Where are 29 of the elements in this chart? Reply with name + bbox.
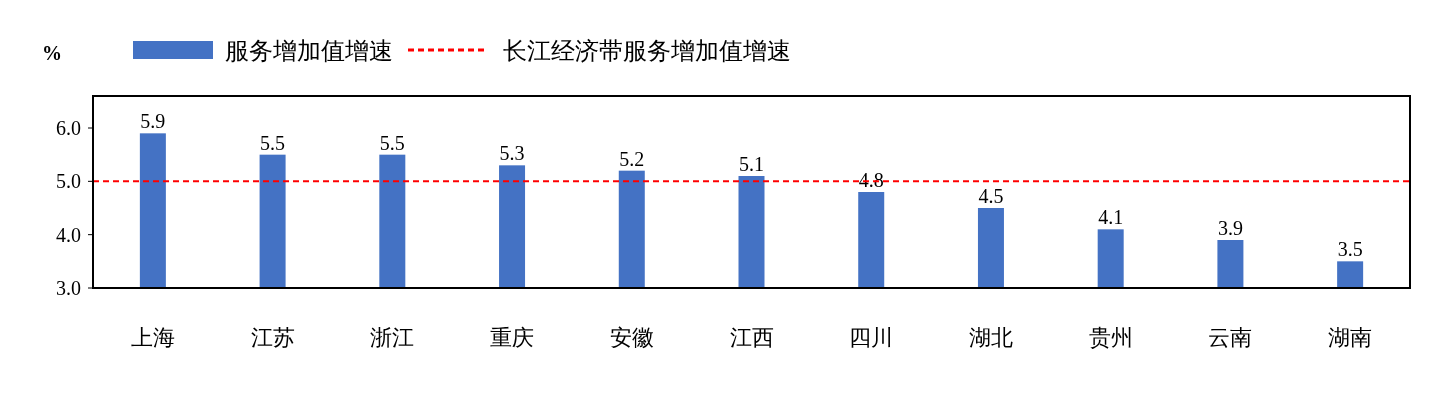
x-tick-label: 江苏: [250, 325, 295, 350]
x-tick-label: 贵州: [1088, 325, 1133, 350]
data-label: 4.5: [978, 185, 1004, 207]
x-tick-label: 江西: [729, 325, 774, 350]
legend-label: 服务增加值增速: [225, 38, 393, 64]
x-tick-label: 重庆: [490, 325, 535, 350]
data-label: 5.5: [260, 131, 286, 154]
x-tick-label: 云南: [1208, 325, 1253, 350]
y-axis-title: %: [42, 42, 62, 64]
legend-label: 长江经济带服务增加值增速: [503, 38, 791, 64]
data-label: 3.9: [1217, 217, 1243, 239]
data-label: 5.9: [140, 110, 166, 133]
y-tick-label: 3.0: [56, 277, 81, 299]
x-tick-label: 上海: [130, 325, 175, 350]
x-tick-label: 湖北: [968, 325, 1013, 350]
data-label: 5.5: [379, 131, 405, 154]
x-tick-label: 安徽: [609, 325, 654, 350]
data-label: 4.8: [858, 169, 884, 191]
data-label: 5.3: [499, 142, 525, 165]
y-tick-label: 5.0: [56, 170, 81, 193]
x-tick-label: 浙江: [370, 325, 415, 350]
data-label: 3.5: [1337, 238, 1363, 261]
x-tick-label: 湖南: [1328, 325, 1373, 350]
y-tick-label: 6.0: [56, 117, 81, 139]
y-tick-label: 4.0: [56, 223, 81, 246]
data-label: 4.1: [1098, 206, 1124, 229]
data-label: 5.1: [739, 153, 764, 175]
data-label: 5.2: [619, 147, 645, 170]
x-tick-label: 四川: [849, 325, 894, 350]
